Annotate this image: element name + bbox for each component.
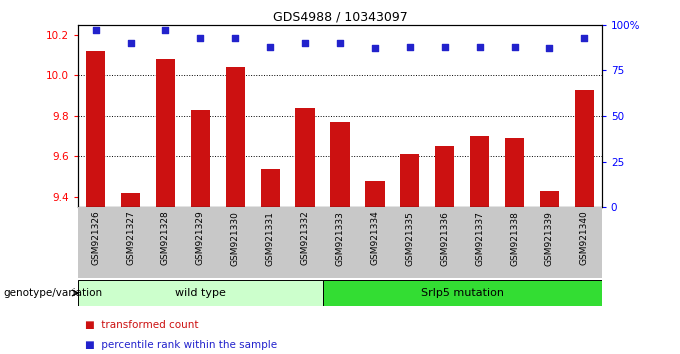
Text: Srlp5 mutation: Srlp5 mutation <box>421 288 504 298</box>
Point <box>544 46 555 51</box>
Text: wild type: wild type <box>175 288 226 298</box>
Point <box>369 46 380 51</box>
Text: GSM921335: GSM921335 <box>405 211 414 266</box>
Point <box>160 27 171 33</box>
Bar <box>575 90 594 207</box>
Bar <box>226 67 245 207</box>
Text: GSM921327: GSM921327 <box>126 211 135 266</box>
Point <box>405 44 415 50</box>
Bar <box>435 146 454 207</box>
Bar <box>191 110 210 207</box>
Text: GSM921336: GSM921336 <box>440 211 449 266</box>
Bar <box>505 138 524 207</box>
Title: GDS4988 / 10343097: GDS4988 / 10343097 <box>273 11 407 24</box>
Text: genotype/variation: genotype/variation <box>3 288 103 298</box>
Point <box>439 44 450 50</box>
Point <box>265 44 275 50</box>
Text: GSM921330: GSM921330 <box>231 211 240 266</box>
Bar <box>470 136 489 207</box>
Text: ■  percentile rank within the sample: ■ percentile rank within the sample <box>85 339 277 350</box>
Point <box>90 27 101 33</box>
Text: GSM921329: GSM921329 <box>196 211 205 266</box>
Point <box>474 44 485 50</box>
Bar <box>401 154 420 207</box>
Bar <box>260 169 279 207</box>
Text: GSM921326: GSM921326 <box>91 211 100 266</box>
Text: GSM921333: GSM921333 <box>335 211 345 266</box>
Bar <box>156 59 175 207</box>
Bar <box>296 108 315 207</box>
Bar <box>121 193 140 207</box>
Point <box>125 40 136 46</box>
Bar <box>540 191 559 207</box>
Point <box>300 40 311 46</box>
Text: GSM921340: GSM921340 <box>580 211 589 266</box>
Bar <box>78 280 322 306</box>
Bar <box>365 181 384 207</box>
Point <box>230 35 241 40</box>
Text: GSM921338: GSM921338 <box>510 211 519 266</box>
Point <box>335 40 345 46</box>
Text: GSM921337: GSM921337 <box>475 211 484 266</box>
Text: GSM921332: GSM921332 <box>301 211 309 266</box>
Point <box>509 44 520 50</box>
Text: GSM921339: GSM921339 <box>545 211 554 266</box>
Text: ■  transformed count: ■ transformed count <box>85 320 199 330</box>
Point <box>195 35 206 40</box>
Text: GSM921328: GSM921328 <box>161 211 170 266</box>
Point <box>579 35 590 40</box>
Bar <box>322 280 602 306</box>
Bar <box>330 122 350 207</box>
Text: GSM921331: GSM921331 <box>266 211 275 266</box>
Bar <box>86 51 105 207</box>
Text: GSM921334: GSM921334 <box>371 211 379 266</box>
